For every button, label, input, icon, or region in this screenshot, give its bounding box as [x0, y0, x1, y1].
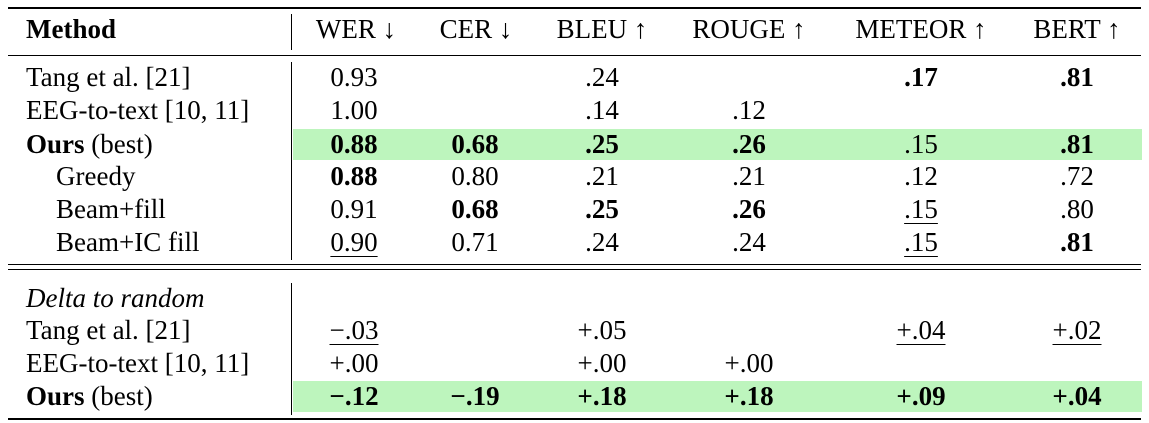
table-row: EEG-to-text [10, 11] +.00 +.00 +.00 — [0, 347, 1149, 380]
wer-cell: −.03 — [329, 315, 379, 345]
section-double-rule-bottom — [8, 269, 1141, 270]
bleu-cell: .14 — [585, 95, 619, 125]
bert-cell: .81 — [1060, 129, 1094, 159]
method-name-suffix: (best) — [91, 381, 153, 411]
wer-cell: 0.88 — [330, 161, 378, 191]
header-column-divider — [291, 14, 292, 50]
table-row: Tang et al. [21] −.03 +.05 +.04 +.02 — [0, 314, 1149, 347]
bleu-cell: .24 — [585, 227, 619, 257]
bleu-cell: .24 — [585, 62, 619, 92]
cer-cell: 0.68 — [451, 194, 499, 224]
method-name: Ours (best) — [26, 128, 153, 161]
method-name-suffix: (best) — [91, 129, 153, 159]
best-row-highlight — [293, 129, 1142, 160]
meteor-cell: +.09 — [896, 381, 946, 411]
bert-cell: .81 — [1060, 62, 1094, 92]
rouge-cell: +.18 — [724, 381, 774, 411]
bert-header: BERT ↑ — [1033, 14, 1121, 44]
wer-header: WER ↓ — [315, 14, 397, 44]
bleu-cell: .25 — [585, 129, 619, 159]
method-name-bold: Ours — [26, 381, 85, 411]
rouge-cell: .26 — [732, 194, 766, 224]
table-row: Ours (best) −.12 −.19 +.18 +.18 +.09 +.0… — [0, 380, 1149, 413]
wer-cell: 0.91 — [330, 194, 378, 224]
method-name: Greedy — [56, 161, 136, 191]
meteor-cell: .17 — [904, 62, 938, 92]
bleu-header: BLEU ↑ — [556, 14, 648, 44]
cer-cell: 0.80 — [451, 161, 499, 191]
delta-section-title: Delta to random — [26, 283, 205, 313]
table-row: Ours (best) 0.88 0.68 .25 .26 .15 .81 — [0, 128, 1149, 161]
table-row: Tang et al. [21] 0.93 .24 .17 .81 — [0, 61, 1149, 94]
table-row: EEG-to-text [10, 11] 1.00 .14 .12 — [0, 94, 1149, 127]
bert-cell: +.04 — [1052, 381, 1102, 411]
rouge-cell: .26 — [732, 129, 766, 159]
meteor-cell: +.04 — [896, 315, 946, 345]
section-double-rule-top — [8, 264, 1141, 265]
method-name: EEG-to-text [10, 11] — [26, 348, 250, 378]
cer-cell: 0.71 — [451, 227, 499, 257]
table-row: Beam+IC fill 0.90 0.71 .24 .24 .15 .81 — [0, 226, 1149, 259]
wer-cell: 1.00 — [330, 95, 378, 125]
meteor-cell: .15 — [904, 194, 938, 224]
method-name: Tang et al. [21] — [26, 315, 191, 345]
bert-cell: .81 — [1060, 227, 1094, 257]
bleu-cell: .21 — [585, 161, 619, 191]
bert-cell: .80 — [1060, 194, 1094, 224]
wer-cell: 0.90 — [330, 227, 378, 257]
meteor-header: METEOR ↑ — [855, 14, 987, 44]
header-row: Method WER ↓ CER ↓ BLEU ↑ ROUGE ↑ METEOR… — [0, 13, 1149, 46]
best-delta-row-highlight — [293, 381, 1142, 412]
delta-column-divider — [291, 283, 292, 415]
bottom-rule — [8, 418, 1141, 420]
rouge-cell: .21 — [732, 161, 766, 191]
cer-cell: 0.68 — [451, 129, 499, 159]
meteor-cell: .12 — [904, 161, 938, 191]
bert-cell: .72 — [1060, 161, 1094, 191]
rouge-cell: .24 — [732, 227, 766, 257]
bleu-cell: +.18 — [577, 381, 627, 411]
table-row: Greedy 0.88 0.80 .21 .21 .12 .72 — [0, 160, 1149, 193]
bleu-cell: +.00 — [577, 348, 627, 378]
table-row: Beam+fill 0.91 0.68 .25 .26 .15 .80 — [0, 193, 1149, 226]
delta-section-row: Delta to random — [0, 282, 1149, 315]
bert-cell: +.02 — [1052, 315, 1102, 345]
method-name: Beam+fill — [56, 194, 166, 224]
rouge-header: ROUGE ↑ — [692, 14, 806, 44]
bleu-cell: .25 — [585, 194, 619, 224]
method-name-bold: Ours — [26, 129, 85, 159]
bleu-cell: +.05 — [577, 315, 627, 345]
header-rule — [8, 55, 1141, 56]
wer-cell: −.12 — [329, 381, 379, 411]
wer-cell: 0.93 — [330, 62, 378, 92]
meteor-cell: .15 — [904, 129, 938, 159]
cer-cell: −.19 — [450, 381, 500, 411]
rouge-cell: .12 — [732, 95, 766, 125]
wer-cell: +.00 — [329, 348, 379, 378]
wer-cell: 0.88 — [330, 129, 378, 159]
cer-header: CER ↓ — [439, 14, 513, 44]
body-column-divider — [291, 62, 292, 260]
method-name: EEG-to-text [10, 11] — [26, 95, 250, 125]
meteor-cell: .15 — [904, 227, 938, 257]
rouge-cell: +.00 — [724, 348, 774, 378]
top-rule — [8, 7, 1141, 9]
method-name: Ours (best) — [26, 380, 153, 413]
method-name: Tang et al. [21] — [26, 62, 191, 92]
method-name: Beam+IC fill — [56, 227, 200, 257]
method-header: Method — [26, 14, 116, 44]
